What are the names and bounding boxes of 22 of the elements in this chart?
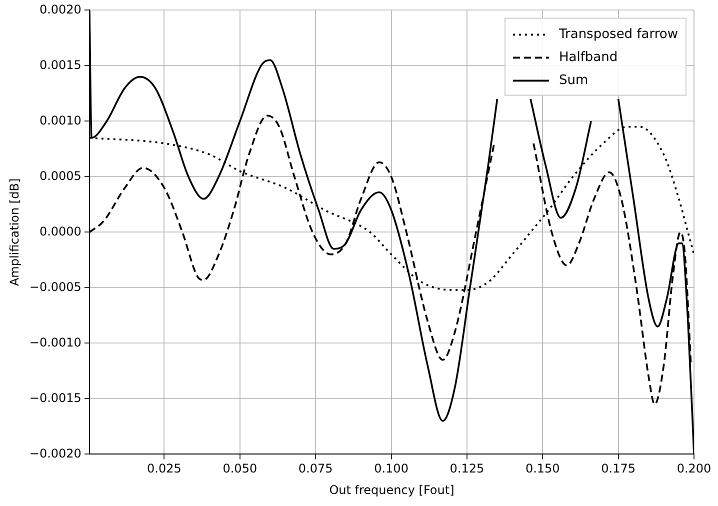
y-axis-title: Amplification [dB]: [7, 178, 22, 286]
y-tick-label: 0.0010: [39, 113, 82, 128]
y-tick-label: 0.0000: [39, 224, 82, 238]
x-tick-label: 0.075: [298, 462, 333, 476]
x-tick-label: 0.025: [147, 462, 182, 476]
x-tick-label: 0.175: [601, 462, 636, 476]
legend-label: Sum: [558, 73, 588, 88]
y-tick-label: −0.0020: [29, 446, 82, 460]
x-tick-label: 0.125: [450, 462, 484, 476]
y-tick-label: −0.0005: [29, 280, 82, 294]
x-axis-title: Out frequency [Fout]: [329, 482, 454, 497]
y-tick-label: 0.0015: [39, 58, 82, 72]
y-tick-label: −0.0010: [29, 335, 82, 350]
x-tick-label: 0.050: [222, 462, 258, 476]
x-tick-label: 0.200: [676, 462, 712, 476]
x-tick-label: 0.100: [374, 462, 408, 476]
y-tick-label: 0.0005: [39, 168, 82, 183]
legend-label: Halfband: [558, 50, 618, 66]
y-tick-label: −0.0015: [29, 390, 82, 405]
y-tick-label: 0.0020: [39, 2, 82, 16]
legend-label: Transposed farrow: [558, 27, 678, 42]
x-tick-label: 0.150: [525, 462, 560, 476]
